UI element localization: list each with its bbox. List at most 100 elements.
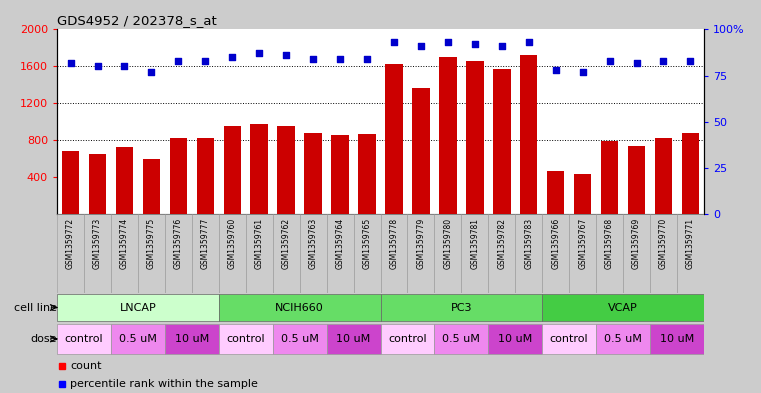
Point xyxy=(280,52,292,59)
Bar xyxy=(380,214,407,293)
Text: count: count xyxy=(70,361,101,371)
Point xyxy=(172,58,184,64)
Text: 10 uM: 10 uM xyxy=(498,334,533,344)
Text: control: control xyxy=(388,334,427,344)
Text: GSM1359768: GSM1359768 xyxy=(605,218,614,269)
Text: GSM1359773: GSM1359773 xyxy=(93,218,102,269)
Point xyxy=(65,60,77,66)
Bar xyxy=(628,146,645,214)
Text: GSM1359766: GSM1359766 xyxy=(551,218,560,269)
Text: 0.5 uM: 0.5 uM xyxy=(604,334,642,344)
Bar xyxy=(224,125,241,214)
Bar xyxy=(489,214,515,293)
Text: LNCAP: LNCAP xyxy=(119,303,156,312)
Bar xyxy=(272,324,326,354)
Point xyxy=(469,41,481,48)
Point xyxy=(253,50,266,57)
Point xyxy=(334,56,346,62)
Text: GSM1359763: GSM1359763 xyxy=(309,218,317,269)
Point xyxy=(658,58,670,64)
Text: 10 uM: 10 uM xyxy=(660,334,694,344)
Text: NCIH660: NCIH660 xyxy=(275,303,324,312)
Text: GSM1359774: GSM1359774 xyxy=(120,218,129,269)
Text: 0.5 uM: 0.5 uM xyxy=(442,334,480,344)
Bar xyxy=(385,64,403,214)
Text: GSM1359779: GSM1359779 xyxy=(416,218,425,269)
Text: 0.5 uM: 0.5 uM xyxy=(281,334,319,344)
Bar xyxy=(435,214,461,293)
Text: 10 uM: 10 uM xyxy=(175,334,209,344)
Point xyxy=(442,39,454,46)
Text: GSM1359765: GSM1359765 xyxy=(362,218,371,269)
Point xyxy=(523,39,535,46)
Bar xyxy=(489,324,542,354)
Bar xyxy=(250,124,268,214)
Bar xyxy=(650,324,704,354)
Point xyxy=(684,58,696,64)
Bar xyxy=(354,214,380,293)
Bar xyxy=(380,324,435,354)
Bar xyxy=(57,294,219,321)
Point xyxy=(603,58,616,64)
Bar xyxy=(300,214,326,293)
Text: control: control xyxy=(550,334,588,344)
Text: GSM1359777: GSM1359777 xyxy=(201,218,210,269)
Bar xyxy=(547,171,565,214)
Text: GSM1359769: GSM1359769 xyxy=(632,218,641,269)
Bar xyxy=(219,324,272,354)
Bar xyxy=(170,138,187,214)
Point xyxy=(495,43,508,49)
Text: GSM1359780: GSM1359780 xyxy=(444,218,452,269)
Bar xyxy=(543,214,569,293)
Text: GSM1359762: GSM1359762 xyxy=(282,218,291,269)
Point xyxy=(145,69,158,75)
Bar xyxy=(326,214,354,293)
Bar xyxy=(569,214,596,293)
Text: GSM1359761: GSM1359761 xyxy=(255,218,264,269)
Text: GSM1359767: GSM1359767 xyxy=(578,218,587,269)
Bar xyxy=(272,214,300,293)
Bar xyxy=(331,135,349,214)
Bar xyxy=(654,138,672,214)
Bar xyxy=(412,88,430,214)
Point xyxy=(361,56,373,62)
Bar xyxy=(543,324,596,354)
Bar xyxy=(89,154,107,214)
Text: cell line: cell line xyxy=(14,303,57,312)
Text: GDS4952 / 202378_s_at: GDS4952 / 202378_s_at xyxy=(57,14,217,27)
Point xyxy=(91,63,103,70)
Bar xyxy=(111,214,138,293)
Text: GSM1359760: GSM1359760 xyxy=(228,218,237,269)
Bar xyxy=(219,294,380,321)
Bar xyxy=(677,214,704,293)
Text: VCAP: VCAP xyxy=(608,303,638,312)
Text: control: control xyxy=(65,334,103,344)
Bar xyxy=(116,147,133,214)
Bar xyxy=(650,214,677,293)
Text: percentile rank within the sample: percentile rank within the sample xyxy=(70,379,258,389)
Bar xyxy=(435,324,489,354)
Bar xyxy=(358,134,376,214)
Bar xyxy=(57,214,84,293)
Bar xyxy=(138,214,165,293)
Point xyxy=(415,43,427,49)
Point xyxy=(549,67,562,73)
Bar xyxy=(304,133,322,214)
Text: GSM1359770: GSM1359770 xyxy=(659,218,668,269)
Bar xyxy=(278,125,295,214)
Text: GSM1359778: GSM1359778 xyxy=(390,218,399,269)
Bar xyxy=(62,151,79,214)
Text: GSM1359775: GSM1359775 xyxy=(147,218,156,269)
Point xyxy=(226,54,238,60)
Bar xyxy=(493,69,511,214)
Text: dose: dose xyxy=(30,334,57,344)
Bar xyxy=(196,138,214,214)
Text: GSM1359783: GSM1359783 xyxy=(524,218,533,269)
Point xyxy=(199,58,212,64)
Point xyxy=(388,39,400,46)
Point xyxy=(630,60,642,66)
Point xyxy=(119,63,131,70)
Text: GSM1359771: GSM1359771 xyxy=(686,218,695,269)
Bar xyxy=(682,133,699,214)
Bar xyxy=(219,214,246,293)
